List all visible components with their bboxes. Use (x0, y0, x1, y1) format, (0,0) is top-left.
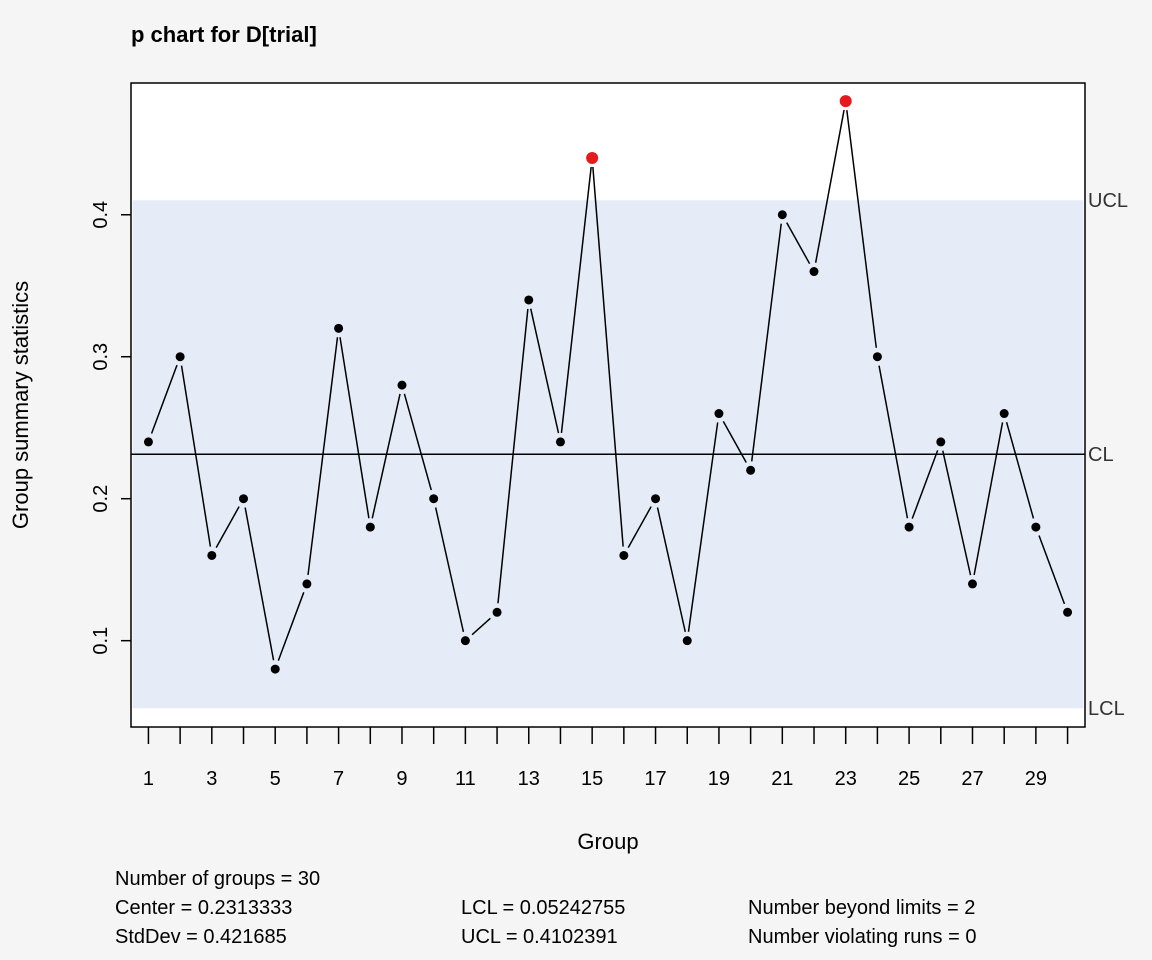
violation-point-23 (839, 95, 852, 108)
series-segment-27 (973, 422, 1004, 576)
series-segment-9 (403, 393, 432, 491)
series-segment-4 (244, 507, 275, 661)
data-point-18 (682, 636, 692, 646)
lcl-label: LCL (1088, 698, 1125, 720)
x-tick-label-25: 25 (898, 768, 920, 790)
series-line (150, 109, 1066, 661)
stat-center: Center = 0.2313333 (115, 897, 292, 919)
data-point-14 (555, 437, 565, 447)
series-segment-11 (471, 617, 491, 636)
ucl-label: UCL (1088, 190, 1128, 212)
x-tick-label-19: 19 (708, 768, 730, 790)
series-segment-29 (1038, 535, 1066, 605)
data-point-2 (175, 352, 185, 362)
data-point-12 (492, 607, 502, 617)
plot-frame (130, 82, 1086, 728)
series-segment-18 (687, 422, 719, 632)
series-segment-28 (1005, 421, 1035, 519)
series-segment-26 (942, 450, 972, 576)
series-segment-2 (180, 365, 212, 547)
data-point-28 (999, 409, 1009, 419)
data-point-29 (1031, 522, 1041, 532)
y-tick-label-3: 0.4 (90, 201, 112, 229)
x-tick-label-5: 5 (270, 768, 281, 790)
data-point-30 (1063, 607, 1073, 617)
series-segment-10 (434, 507, 465, 633)
data-point-10 (429, 494, 439, 504)
data-point-26 (936, 437, 946, 447)
x-tick-label-13: 13 (518, 768, 540, 790)
stat-lcl: LCL = 0.05242755 (461, 897, 625, 919)
data-point-5 (270, 664, 280, 674)
y-tick-label-2: 0.3 (90, 343, 112, 371)
y-tick-label-1: 0.2 (90, 485, 112, 513)
y-tick-label-0: 0.1 (90, 627, 112, 655)
series-segment-21 (786, 222, 811, 265)
data-point-8 (365, 522, 375, 532)
data-point-17 (651, 494, 661, 504)
x-axis-label: Group (577, 829, 638, 854)
data-point-13 (524, 295, 534, 305)
y-axis: 0.1 0.2 0.3 0.4 (90, 201, 131, 655)
series-segment-20 (750, 223, 782, 462)
cl-label: CL (1088, 444, 1114, 466)
data-point-24 (872, 352, 882, 362)
x-tick-label-7: 7 (333, 768, 344, 790)
x-axis: 1 3 5 7 9 11 13 15 17 19 21 23 25 27 29 (143, 727, 1069, 790)
data-point-19 (714, 409, 724, 419)
stat-stddev: StdDev = 0.421685 (115, 926, 287, 948)
series-segment-12 (497, 308, 529, 604)
x-tick-label-17: 17 (644, 768, 666, 790)
data-point-16 (619, 550, 629, 560)
series-segment-13 (529, 308, 560, 434)
x-tick-label-3: 3 (206, 768, 217, 790)
data-point-6 (302, 579, 312, 589)
data-point-4 (239, 494, 249, 504)
stat-ucl: UCL = 0.4102391 (461, 926, 618, 948)
data-point-7 (334, 323, 344, 333)
x-tick-label-29: 29 (1025, 768, 1047, 790)
series-segment-22 (814, 109, 845, 263)
data-point-20 (746, 465, 756, 475)
x-tick-label-11: 11 (455, 768, 476, 790)
series-segment-15 (592, 166, 624, 547)
series-segment-23 (846, 110, 878, 348)
data-points (143, 95, 1073, 674)
series-segment-3 (215, 506, 240, 549)
data-point-21 (777, 210, 787, 220)
data-point-3 (207, 550, 217, 560)
series-segment-16 (627, 506, 652, 549)
series-segment-8 (371, 393, 401, 519)
y-axis-label: Group summary statistics (8, 281, 33, 529)
series-segment-24 (878, 365, 909, 519)
data-point-25 (904, 522, 914, 532)
series-segment-25 (911, 450, 939, 519)
series-segment-14 (560, 166, 592, 434)
data-point-1 (143, 437, 153, 447)
series-segment-5 (277, 592, 305, 661)
series-segment-19 (722, 421, 747, 463)
series-segment-7 (339, 337, 370, 519)
x-tick-label-21: 21 (771, 768, 793, 790)
stat-number-of-groups: Number of groups = 30 (115, 868, 320, 890)
summary-stats: Number of groups = 30 Center = 0.2313333… (115, 868, 976, 948)
data-point-11 (460, 636, 470, 646)
series-segment-1 (150, 364, 178, 434)
data-point-22 (809, 267, 819, 277)
stat-beyond-limits: Number beyond limits = 2 (748, 897, 975, 919)
series-segment-17 (656, 507, 687, 633)
chart-title: p chart for D[trial] (131, 22, 317, 47)
data-point-9 (397, 380, 407, 390)
x-tick-label-23: 23 (835, 768, 857, 790)
x-tick-label-15: 15 (581, 768, 603, 790)
x-tick-label-1: 1 (143, 768, 154, 790)
x-tick-label-9: 9 (396, 768, 407, 790)
data-point-27 (967, 579, 977, 589)
series-segment-6 (307, 337, 339, 576)
x-tick-label-27: 27 (961, 768, 983, 790)
stat-violating-runs: Number violating runs = 0 (748, 926, 976, 948)
violation-point-15 (586, 151, 599, 164)
